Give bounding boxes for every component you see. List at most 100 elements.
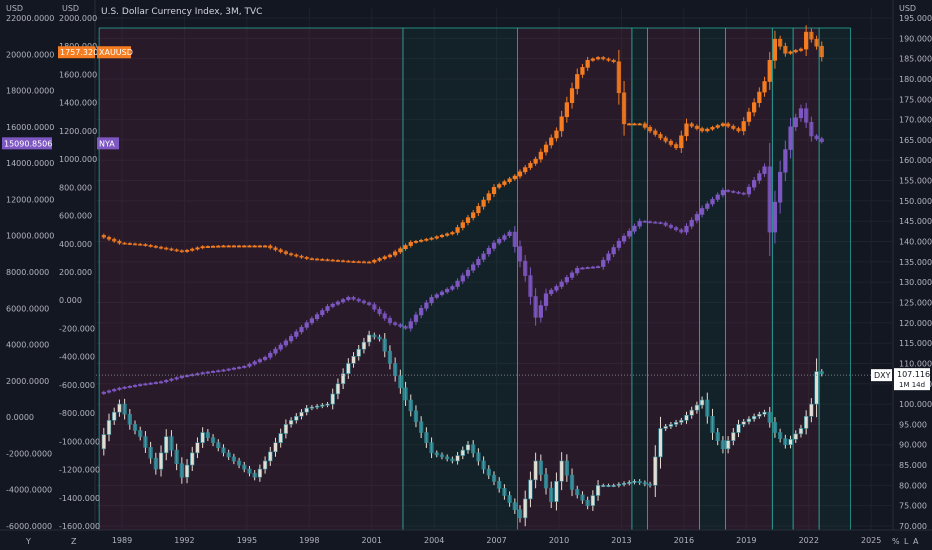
series-nya bbox=[101, 102, 824, 395]
right-axis[interactable]: 195.000 190.000 185.000 180.000 175.000 170.0… bbox=[899, 14, 932, 531]
candle-body bbox=[533, 158, 538, 164]
candle-body bbox=[179, 463, 184, 478]
candle-body bbox=[429, 237, 434, 240]
candle-body bbox=[346, 297, 351, 300]
candle-body bbox=[226, 368, 231, 371]
right-axis-tick: 195.000 bbox=[899, 14, 932, 23]
candle-body bbox=[637, 123, 642, 126]
candle-body bbox=[533, 296, 538, 318]
candle-body bbox=[112, 389, 117, 392]
candle-body bbox=[341, 299, 346, 303]
candle-body bbox=[611, 485, 616, 487]
candle-body bbox=[543, 474, 549, 489]
candle-body bbox=[627, 230, 632, 237]
candle-body bbox=[575, 74, 580, 89]
candle-body bbox=[533, 460, 538, 481]
candle-body bbox=[335, 301, 341, 305]
candle-body bbox=[143, 383, 148, 386]
dxy-name-text: DXY bbox=[874, 371, 891, 380]
inner-axis-tick: 1600.000 bbox=[59, 70, 97, 79]
candle-body bbox=[642, 220, 647, 223]
candle-body bbox=[720, 440, 726, 450]
candle-body bbox=[804, 31, 809, 50]
candle-body bbox=[132, 385, 138, 387]
candle-body bbox=[268, 451, 273, 462]
inner-axis-tick: -1000.000 bbox=[59, 437, 100, 446]
candle-body bbox=[153, 382, 158, 384]
series-dxy bbox=[101, 330, 824, 527]
inner-axis-tick: -400.000 bbox=[59, 353, 95, 362]
candle-body bbox=[668, 424, 674, 427]
dxy-countdown-text: 1M 14d bbox=[899, 381, 925, 389]
time-axis[interactable]: 1989 1992 1995 1998 2001 2004 2007 2010 2013 2016… bbox=[112, 536, 882, 545]
candle-body bbox=[221, 447, 226, 454]
candle-body bbox=[528, 479, 533, 500]
candle-body bbox=[767, 166, 772, 233]
candle-body bbox=[705, 203, 710, 209]
candle-body bbox=[356, 261, 361, 264]
candle-body bbox=[616, 61, 621, 94]
candle-body bbox=[486, 193, 491, 201]
candle-body bbox=[112, 238, 117, 242]
outer-axis-tick: 0.0000 bbox=[6, 413, 34, 422]
log-scale-button[interactable]: L bbox=[904, 537, 909, 546]
candle-body bbox=[793, 117, 798, 128]
candle-body bbox=[590, 495, 595, 506]
candle-body bbox=[247, 245, 252, 248]
candle-body bbox=[694, 125, 700, 129]
candle-body bbox=[601, 57, 606, 60]
candle-body bbox=[117, 387, 122, 390]
nya-price-text: 15090.8506 bbox=[4, 139, 52, 148]
candle-body bbox=[632, 480, 637, 483]
candle-body bbox=[783, 149, 788, 173]
candle-body bbox=[486, 468, 491, 476]
candle-body bbox=[559, 460, 564, 482]
candle-body bbox=[814, 135, 819, 140]
series-layer bbox=[101, 25, 824, 527]
candle-body bbox=[554, 286, 559, 291]
candle-body bbox=[106, 390, 112, 393]
candle-body bbox=[647, 221, 653, 224]
xau-price-text: 1757.320 bbox=[60, 48, 98, 57]
candle-body bbox=[611, 247, 616, 255]
dxy-price-text: 107.116 bbox=[897, 370, 930, 379]
candle-body bbox=[242, 366, 247, 368]
right-axis-tick: 75.000 bbox=[899, 502, 927, 511]
candle-body bbox=[512, 231, 517, 247]
axis-button-y[interactable]: Y bbox=[25, 537, 31, 546]
candle-body bbox=[434, 236, 439, 239]
candle-body bbox=[460, 275, 465, 282]
time-axis-tick: 2025 bbox=[861, 536, 881, 545]
candle-body bbox=[658, 428, 663, 458]
candle-body bbox=[684, 414, 689, 421]
candle-body bbox=[200, 432, 205, 443]
left-axis-outer[interactable]: 22000.0000 20000.0000 18000.0000 16000.0000… bbox=[6, 14, 54, 531]
candle-body bbox=[564, 102, 569, 118]
candle-body bbox=[450, 458, 455, 462]
inner-axis-tick: -1200.000 bbox=[59, 466, 100, 475]
candle-body bbox=[210, 245, 216, 248]
candle-body bbox=[294, 415, 299, 421]
auto-scale-button[interactable]: A bbox=[913, 537, 919, 546]
axis-button-z[interactable]: Z bbox=[71, 537, 77, 546]
right-axis-tick: 130.000 bbox=[899, 278, 932, 287]
candle-body bbox=[653, 130, 658, 135]
candle-body bbox=[294, 331, 299, 337]
candle-body bbox=[710, 199, 715, 205]
candle-body bbox=[439, 235, 445, 238]
candle-body bbox=[580, 267, 585, 270]
candle-body bbox=[689, 219, 694, 227]
outer-axis-tick: 20000.0000 bbox=[6, 50, 54, 59]
candle-body bbox=[351, 356, 356, 364]
candle-body bbox=[772, 38, 778, 61]
left-axis-inner[interactable]: 2000.0001800.0001600.0001400.0001200.000… bbox=[59, 14, 100, 531]
candle-body bbox=[725, 190, 731, 192]
candle-body bbox=[502, 235, 507, 240]
candle-body bbox=[465, 269, 471, 276]
candle-body bbox=[460, 449, 465, 456]
percent-scale-button[interactable]: % bbox=[892, 537, 900, 546]
candle-body bbox=[569, 88, 575, 103]
time-axis-tick: 2019 bbox=[736, 536, 756, 545]
inner-axis-tick: 1000.000 bbox=[59, 155, 97, 164]
